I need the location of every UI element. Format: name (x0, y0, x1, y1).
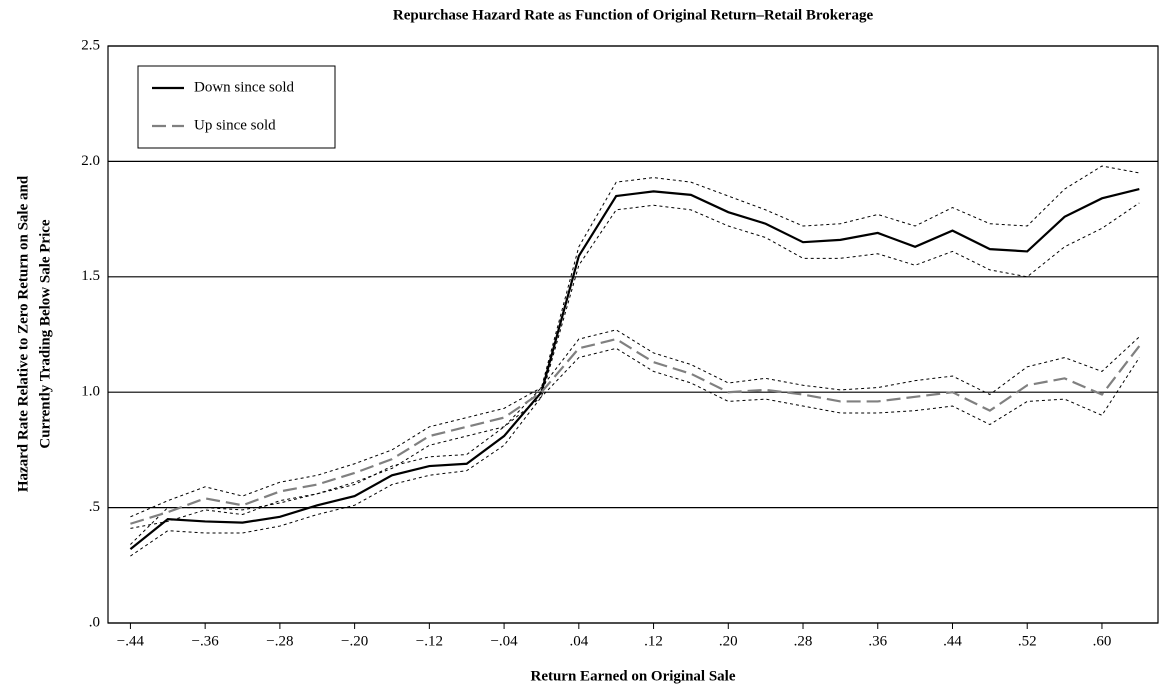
confidence-band (130, 329, 1140, 518)
legend-box (137, 65, 336, 149)
legend-label: Up since sold (194, 117, 276, 133)
y-tick-label: 2.5 (81, 37, 100, 53)
x-axis-label: Return Earned on Original Sale (530, 668, 735, 684)
plot-frame (107, 45, 1159, 624)
x-tick-label: .28 (794, 633, 813, 649)
x-tick-label: .04 (569, 633, 588, 649)
x-tick-label: −.44 (117, 633, 145, 649)
series-line (129, 188, 1140, 551)
confidence-band (130, 347, 1140, 529)
x-tick-label: −.28 (266, 633, 293, 649)
series-line (130, 337, 1141, 525)
y-tick-label: 1.5 (81, 268, 100, 284)
x-tick-label: −.04 (490, 633, 518, 649)
y-tick-label: 2.0 (81, 153, 100, 169)
y-axis-label: Currently Trading Below Sale Price (37, 219, 53, 448)
x-tick-label: −.36 (192, 633, 220, 649)
x-tick-label: .36 (868, 633, 887, 649)
y-tick-label: .5 (89, 499, 100, 515)
y-tick-label: .0 (89, 614, 100, 630)
legend-label: Down since sold (194, 79, 294, 95)
chart-title: Repurchase Hazard Rate as Function of Or… (393, 7, 874, 23)
x-tick-label: .12 (644, 633, 663, 649)
x-tick-label: .44 (943, 633, 962, 649)
x-tick-label: .60 (1093, 633, 1112, 649)
y-axis-label: Hazard Rate Relative to Zero Return on S… (15, 175, 31, 492)
confidence-band (130, 202, 1140, 557)
x-tick-label: −.12 (416, 633, 443, 649)
y-tick-label: 1.0 (81, 384, 100, 400)
x-tick-label: .20 (719, 633, 738, 649)
x-tick-label: .52 (1018, 633, 1037, 649)
confidence-band (130, 165, 1140, 545)
x-tick-label: −.20 (341, 633, 368, 649)
